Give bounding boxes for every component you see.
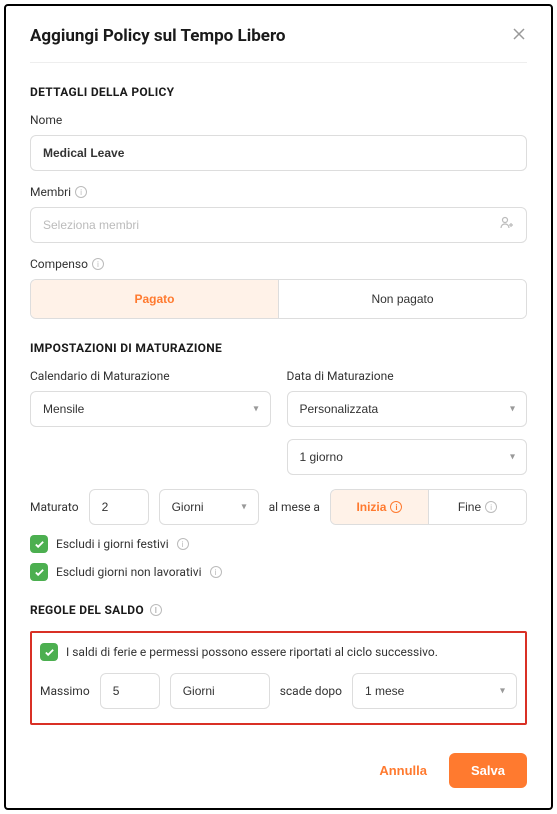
carryover-checkbox[interactable]: I saldi di ferie e permessi possono esse… bbox=[40, 643, 517, 661]
members-input-wrap bbox=[30, 207, 527, 243]
info-icon[interactable]: i bbox=[92, 258, 104, 270]
max-unit-input[interactable] bbox=[170, 673, 270, 709]
accrued-unit-select[interactable]: Giorni bbox=[159, 489, 259, 525]
modal-header: Aggiungi Policy sul Tempo Libero bbox=[30, 26, 527, 63]
info-icon[interactable]: i bbox=[177, 538, 189, 550]
accrued-unit-wrap: Giorni bbox=[159, 489, 259, 525]
accrued-row: Maturato Giorni al mese a Inizia i Fine … bbox=[30, 489, 527, 525]
accrual-row-1: Calendario di Maturazione Mensile Data d… bbox=[30, 369, 527, 475]
exclude-holidays-label: Escludi i giorni festivi bbox=[56, 537, 169, 551]
per-month-label: al mese a bbox=[269, 500, 320, 514]
compensation-segment: Pagato Non pagato bbox=[30, 279, 527, 319]
info-icon[interactable]: i bbox=[150, 604, 162, 616]
date-label: Data di Maturazione bbox=[287, 369, 528, 383]
section-title-accrual: IMPOSTAZIONI DI MATURAZIONE bbox=[30, 341, 527, 355]
section-title-details: DETTAGLI DELLA POLICY bbox=[30, 85, 527, 99]
day-select-wrap: 1 giorno bbox=[287, 439, 528, 475]
expires-select-wrap: 1 mese bbox=[352, 673, 517, 709]
close-icon bbox=[511, 26, 527, 42]
section-title-balance: REGOLE DEL SALDO i bbox=[30, 603, 527, 617]
carryover-label: I saldi di ferie e permessi possono esse… bbox=[66, 645, 438, 659]
expires-select[interactable]: 1 mese bbox=[352, 673, 517, 709]
info-icon: i bbox=[390, 501, 402, 513]
date-field: Data di Maturazione Personalizzata 1 gio… bbox=[287, 369, 528, 475]
checkbox-icon bbox=[40, 643, 58, 661]
balance-section: REGOLE DEL SALDO i I saldi di ferie e pe… bbox=[30, 603, 527, 725]
checkbox-icon bbox=[30, 563, 48, 581]
exclude-holidays-checkbox[interactable]: Escludi i giorni festivi i bbox=[30, 535, 527, 553]
schedule-select[interactable]: Mensile bbox=[30, 391, 271, 427]
modal-title: Aggiungi Policy sul Tempo Libero bbox=[30, 26, 286, 46]
start-end-segment: Inizia i Fine i bbox=[330, 489, 527, 525]
compensation-label: Compenso i bbox=[30, 257, 527, 271]
max-row: Massimo scade dopo 1 mese bbox=[40, 673, 517, 709]
date-select[interactable]: Personalizzata bbox=[287, 391, 528, 427]
start-button[interactable]: Inizia i bbox=[331, 490, 429, 524]
checkbox-icon bbox=[30, 535, 48, 553]
info-icon[interactable]: i bbox=[75, 186, 87, 198]
close-button[interactable] bbox=[511, 26, 527, 46]
schedule-label: Calendario di Maturazione bbox=[30, 369, 271, 383]
compensation-unpaid-button[interactable]: Non pagato bbox=[279, 280, 526, 318]
date-select-wrap: Personalizzata bbox=[287, 391, 528, 427]
info-icon: i bbox=[485, 501, 497, 513]
balance-highlight: I saldi di ferie e permessi possono esse… bbox=[30, 631, 527, 725]
name-input[interactable] bbox=[30, 135, 527, 171]
max-input[interactable] bbox=[100, 673, 160, 709]
name-field: Nome bbox=[30, 113, 527, 171]
compensation-field: Compenso i Pagato Non pagato bbox=[30, 257, 527, 319]
compensation-label-text: Compenso bbox=[30, 257, 88, 271]
expires-label: scade dopo bbox=[280, 684, 342, 698]
members-field: Membri i bbox=[30, 185, 527, 243]
end-button[interactable]: Fine i bbox=[429, 490, 526, 524]
members-input[interactable] bbox=[30, 207, 527, 243]
max-label: Massimo bbox=[40, 684, 90, 698]
start-label: Inizia bbox=[356, 500, 386, 514]
day-select[interactable]: 1 giorno bbox=[287, 439, 528, 475]
balance-title-text: REGOLE DEL SALDO bbox=[30, 603, 144, 617]
schedule-select-wrap: Mensile bbox=[30, 391, 271, 427]
name-label: Nome bbox=[30, 113, 527, 127]
accrued-input[interactable] bbox=[89, 489, 149, 525]
accrual-section: IMPOSTAZIONI DI MATURAZIONE Calendario d… bbox=[30, 341, 527, 581]
policy-details-section: DETTAGLI DELLA POLICY Nome Membri i Comp… bbox=[30, 85, 527, 319]
exclude-nonworking-label: Escludi giorni non lavorativi bbox=[56, 565, 202, 579]
exclude-nonworking-checkbox[interactable]: Escludi giorni non lavorativi i bbox=[30, 563, 527, 581]
end-label: Fine bbox=[458, 500, 481, 514]
info-icon[interactable]: i bbox=[210, 566, 222, 578]
modal-footer: Annulla Salva bbox=[30, 753, 527, 788]
cancel-button[interactable]: Annulla bbox=[371, 753, 435, 788]
accrued-label: Maturato bbox=[30, 500, 79, 514]
members-label-text: Membri bbox=[30, 185, 71, 199]
add-member-icon[interactable] bbox=[499, 215, 515, 235]
modal: Aggiungi Policy sul Tempo Libero DETTAGL… bbox=[4, 4, 553, 810]
schedule-field: Calendario di Maturazione Mensile bbox=[30, 369, 271, 475]
compensation-paid-button[interactable]: Pagato bbox=[31, 280, 279, 318]
save-button[interactable]: Salva bbox=[449, 753, 527, 788]
members-label: Membri i bbox=[30, 185, 527, 199]
